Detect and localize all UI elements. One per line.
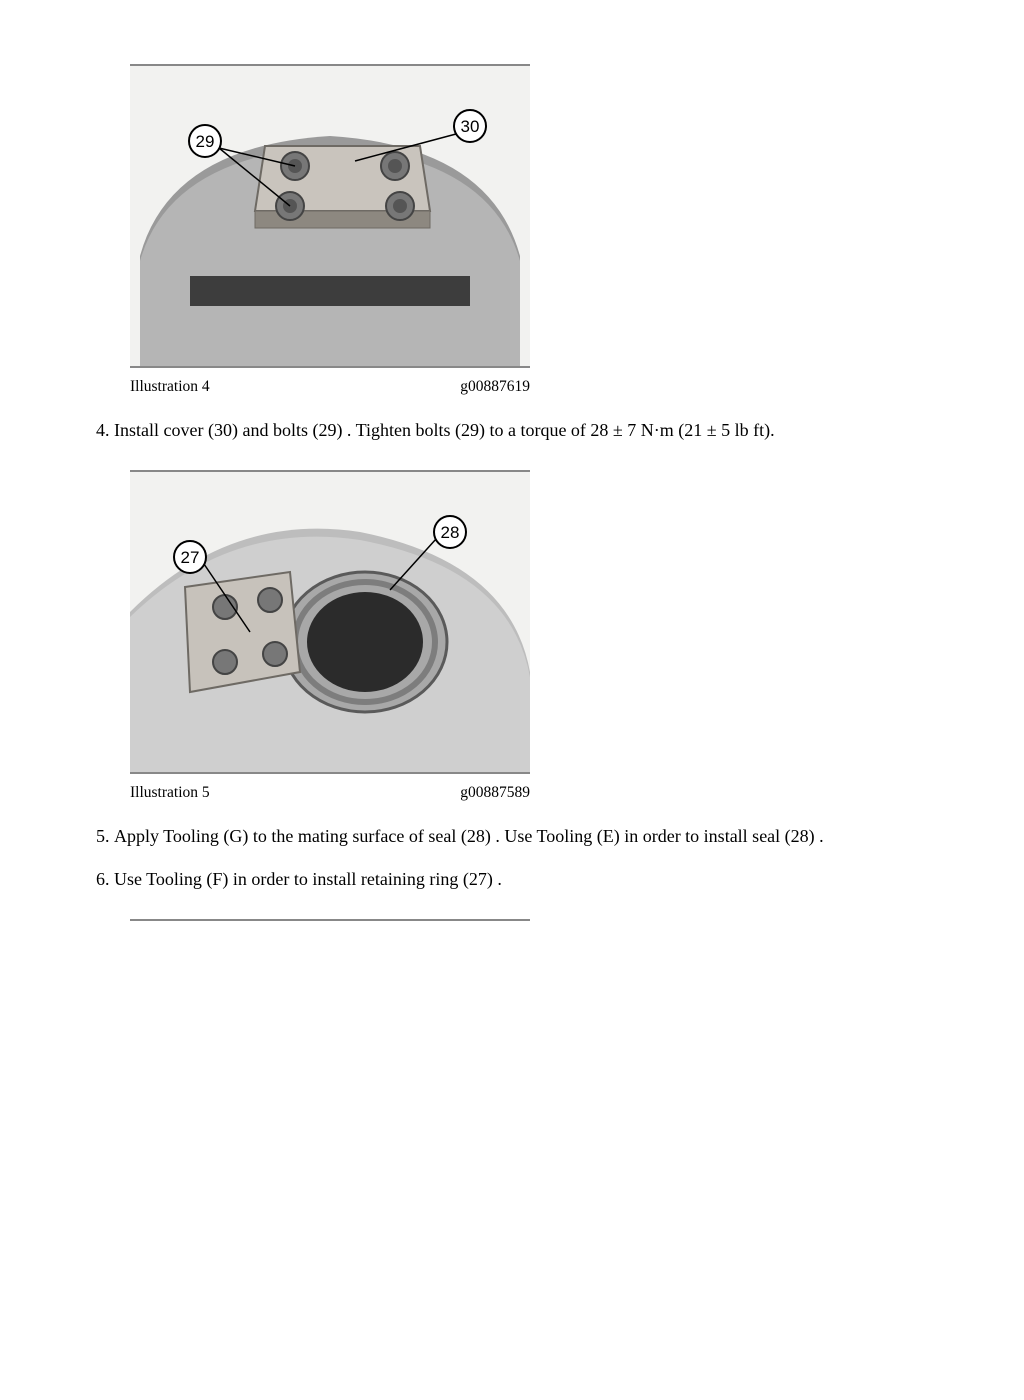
figure-4-callout-29: 29 bbox=[196, 132, 215, 151]
step-5: Apply Tooling (G) to the mating surface … bbox=[114, 824, 934, 848]
figure-5-block: 27 28 Illustration 5 g00887589 bbox=[130, 470, 934, 802]
figure-5-caption-left: Illustration 5 bbox=[130, 784, 210, 802]
figure-4-image: 29 30 bbox=[130, 66, 530, 366]
figure-5-callout-28: 28 bbox=[441, 523, 460, 542]
figure-4-caption-row: Illustration 4 g00887619 bbox=[130, 378, 530, 396]
figure-5-caption-right: g00887589 bbox=[460, 784, 530, 802]
step-4: Install cover (30) and bolts (29) . Tigh… bbox=[114, 418, 934, 442]
figure-5-rule-bottom bbox=[130, 772, 530, 774]
figure-5-callout-27: 27 bbox=[181, 548, 200, 567]
figure-5-image: 27 28 bbox=[130, 472, 530, 772]
page-content: 29 30 Illustration 4 g00887619 Install c… bbox=[0, 0, 1024, 981]
figure-4-caption-left: Illustration 4 bbox=[130, 378, 210, 396]
figure-4-block: 29 30 Illustration 4 g00887619 bbox=[130, 64, 934, 396]
next-figure-rule-top bbox=[130, 919, 530, 921]
figure-5-caption-row: Illustration 5 g00887589 bbox=[130, 784, 530, 802]
figure-4-callout-30: 30 bbox=[461, 117, 480, 136]
steps-list-b: Apply Tooling (G) to the mating surface … bbox=[90, 824, 934, 891]
figure-4-caption-right: g00887619 bbox=[460, 378, 530, 396]
step-6: Use Tooling (F) in order to install reta… bbox=[114, 867, 934, 891]
steps-list-a: Install cover (30) and bolts (29) . Tigh… bbox=[90, 418, 934, 442]
figure-4-rule-bottom bbox=[130, 366, 530, 368]
